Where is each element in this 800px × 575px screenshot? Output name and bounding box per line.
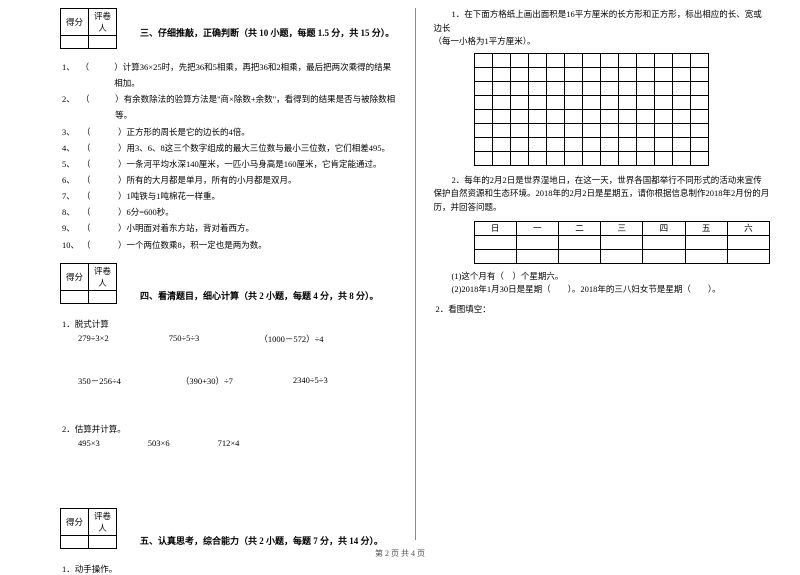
judgment-item: 3、（）正方形的周长是它的边长的4倍。 [62, 124, 397, 140]
page-footer: 第 2 页 共 4 页 [0, 548, 800, 559]
page: 得分 评卷人 三、仔细推敲，正确判断（共 10 小题，每题 1.5 分，共 15… [0, 0, 800, 540]
grader-cell [89, 36, 117, 49]
right-column: 1．在下面方格纸上画出面积是16平方厘米的长方形和正方形，标出相应的长、宽或边长… [416, 8, 771, 540]
score-cell [61, 36, 89, 49]
score-label: 得分 [61, 9, 89, 36]
score-table-3: 得分 评卷人 [60, 8, 117, 49]
section3-title: 三、仔细推敲，正确判断（共 10 小题，每题 1.5 分，共 15 分）。 [140, 26, 397, 39]
section5-title: 五、认真思考，综合能力（共 2 小题，每题 7 分，共 14 分）。 [140, 534, 397, 547]
calc-row: 279÷3×2 750÷5÷3 （1000－572）÷4 [78, 333, 397, 345]
calendar-q2: (2)2018年1月30日是星期（ ）。2018年的三八妇女节是星期（ ）。 [452, 283, 771, 297]
judgment-item: 1、（）计算36×25时，先把36和5相乘，再把36和2相乘，最后把两次乘得的结… [62, 59, 397, 91]
judgment-item: 10、（）一个两位数乘8，积一定也是两为数。 [62, 237, 397, 253]
score-table-5: 得分 评卷人 [60, 508, 117, 549]
sec5-sub1: 1．动手操作。 [62, 563, 397, 575]
grid-table [474, 53, 709, 166]
judgment-item: 8、（）6分=600秒。 [62, 204, 397, 220]
left-column: 得分 评卷人 三、仔细推敲，正确判断（共 10 小题，每题 1.5 分，共 15… [60, 8, 415, 540]
judgment-item: 2、（）有余数除法的验算方法是"商×除数+余数"，看得到的结果是否与被除数相等。 [62, 91, 397, 123]
judgment-item: 9、（）小明面对着东方站，背对着西方。 [62, 220, 397, 236]
grid-paper [474, 53, 771, 166]
grid-prompt: 1．在下面方格纸上画出面积是16平方厘米的长方形和正方形，标出相应的长、宽或边长… [434, 8, 771, 49]
section4-title: 四、看清题目，细心计算（共 2 小题，每题 4 分，共 8 分）。 [140, 289, 397, 302]
score-table-4: 得分 评卷人 [60, 263, 117, 304]
judgment-item: 4、（）用3、6、8这三个数字组成的最大三位数与最小三位数，它们相差495。 [62, 140, 397, 156]
calendar-q1: (1)这个月有（ ）个星期六。 [452, 270, 771, 284]
calendar-table: 日 一 二 三 四 五 六 [474, 221, 771, 264]
judgment-item: 5、（）一条河平均水深140厘米，一匹小马身高是160厘米，它肯定能通过。 [62, 156, 397, 172]
judgment-list: 1、（）计算36×25时，先把36和5相乘，再把36和2相乘，最后把两次乘得的结… [62, 59, 397, 253]
calc-sub2: 2．估算并计算。 [62, 423, 397, 435]
calc-row: 350－256÷4 （390+30）÷7 2340÷5÷3 [78, 375, 397, 387]
judgment-item: 6、（）所有的大月都是单月，所有的小月都是双月。 [62, 172, 397, 188]
calc-row: 495×3 503×6 712×4 [78, 438, 397, 448]
right-sub2: 2．看图填空： [436, 303, 771, 315]
grader-label: 评卷人 [89, 9, 117, 36]
calendar-prompt: 2．每年的2月2日是世界湿地日，在这一天，世界各国都举行不同形式的活动来宣传保护… [434, 174, 771, 215]
judgment-item: 7、（）1吨铁与1吨棉花一样重。 [62, 188, 397, 204]
calc-sub1: 1．脱式计算 [62, 318, 397, 330]
